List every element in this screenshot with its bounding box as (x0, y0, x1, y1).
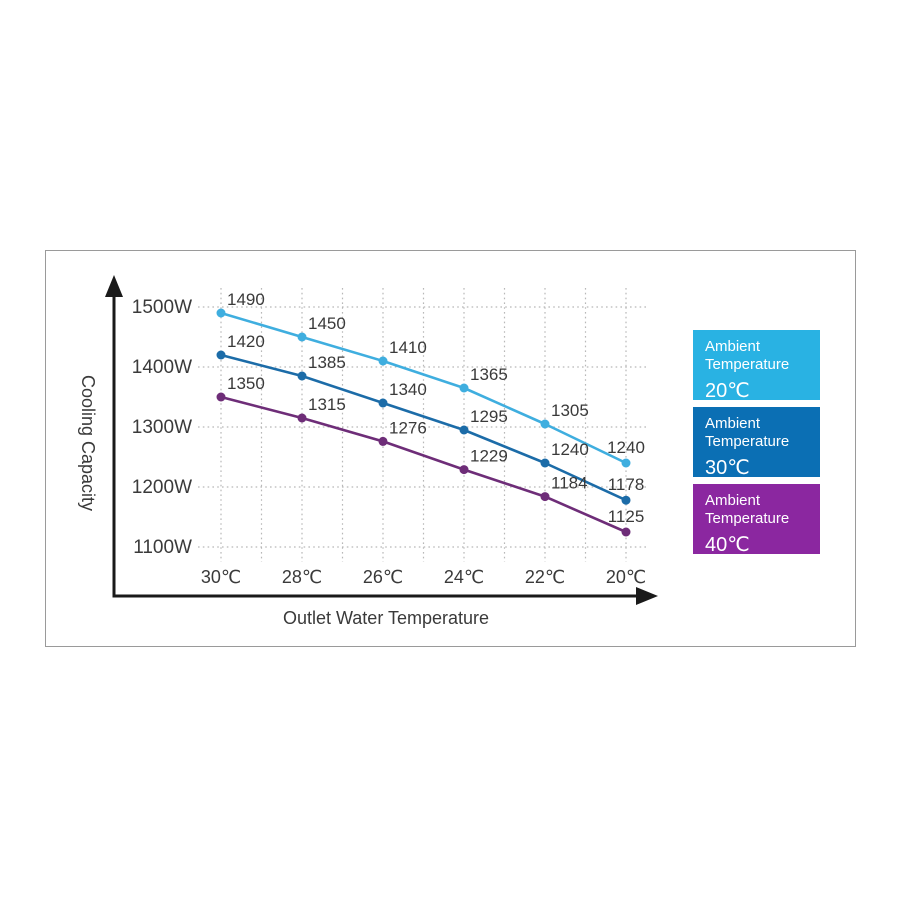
data-point-label: 1276 (389, 418, 427, 437)
data-point (621, 495, 631, 505)
x-tick-label: 20℃ (606, 567, 646, 587)
data-point-label: 1340 (389, 380, 427, 399)
data-point-label: 1178 (608, 475, 645, 494)
y-tick-label: 1200W (132, 477, 192, 498)
data-point-label: 1229 (470, 447, 508, 466)
data-point (540, 492, 550, 502)
data-point-label: 1350 (227, 374, 265, 393)
series-line (220, 395, 627, 534)
legend-temp-value: 30℃ (705, 457, 750, 479)
data-point-label: 1365 (470, 365, 508, 384)
legend-label-line: Ambient (705, 415, 761, 432)
data-point (216, 308, 226, 318)
data-point (216, 350, 226, 360)
x-tick-label: 24℃ (444, 567, 484, 587)
data-point (297, 332, 307, 342)
y-axis-title: Cooling Capacity (78, 375, 98, 511)
data-point (540, 458, 550, 468)
data-point-label: 1305 (551, 401, 589, 420)
y-axis-arrow-icon (105, 275, 123, 297)
capacity-chart: 1490 1450 1410 1365 1305 1240 1420 1385 1340 1295… (78, 275, 658, 628)
legend-label-line: Ambient (705, 492, 761, 509)
data-point-label: 1450 (308, 314, 346, 333)
data-point (297, 371, 307, 381)
data-point-label: 1295 (470, 407, 508, 426)
chart-panel: 1490 1450 1410 1365 1305 1240 1420 1385 1340 1295… (45, 250, 856, 647)
data-point-label: 1184 (551, 474, 588, 493)
data-point-label: 1385 (308, 353, 346, 372)
y-tick-label: 1100W (133, 537, 192, 558)
x-tick-label: 30℃ (201, 567, 241, 587)
chart-plot-area: 1490 1450 1410 1365 1305 1240 1420 1385 1340 1295… (198, 288, 648, 562)
data-point-label: 1490 (227, 290, 265, 309)
data-point (459, 383, 469, 393)
legend-item-ambient-40c: Ambient Temperature 40℃ (693, 484, 820, 556)
x-axis-title: Outlet Water Temperature (283, 608, 489, 628)
legend: Ambient Temperature 20℃ Ambient Temperat… (693, 330, 820, 556)
legend-label-line: Temperature (705, 433, 790, 450)
legend-label-line: Temperature (705, 510, 790, 527)
legend-label-line: Ambient (705, 338, 761, 355)
data-point (459, 465, 469, 475)
data-point (459, 425, 469, 435)
data-point (621, 527, 631, 537)
legend-item-ambient-30c: Ambient Temperature 30℃ (693, 407, 820, 479)
x-tick-label: 26℃ (363, 567, 403, 587)
y-tick-label: 1500W (132, 297, 192, 318)
series-line (220, 353, 627, 502)
legend-temp-value: 20℃ (705, 380, 750, 402)
data-point (621, 458, 631, 468)
data-point (378, 356, 388, 366)
series-line (220, 311, 627, 465)
x-tick-label: 28℃ (282, 567, 322, 587)
data-point-label: 1240 (551, 440, 589, 459)
legend-temp-value: 40℃ (705, 534, 750, 556)
y-tick-label: 1400W (132, 357, 192, 378)
data-point (378, 398, 388, 408)
legend-label-line: Temperature (705, 356, 790, 373)
data-point-label: 1125 (608, 507, 645, 526)
y-tick-label: 1300W (132, 417, 192, 438)
data-point-label: 1315 (308, 395, 346, 414)
data-point (297, 413, 307, 423)
x-tick-label: 22℃ (525, 567, 565, 587)
data-point-label: 1240 (607, 438, 645, 457)
data-point-label: 1410 (389, 338, 427, 357)
data-point (378, 436, 388, 446)
x-axis-arrow-icon (636, 587, 658, 605)
legend-item-ambient-20c: Ambient Temperature 20℃ (693, 330, 820, 402)
data-point (540, 419, 550, 429)
data-point-label: 1420 (227, 332, 265, 351)
data-point (216, 392, 226, 402)
